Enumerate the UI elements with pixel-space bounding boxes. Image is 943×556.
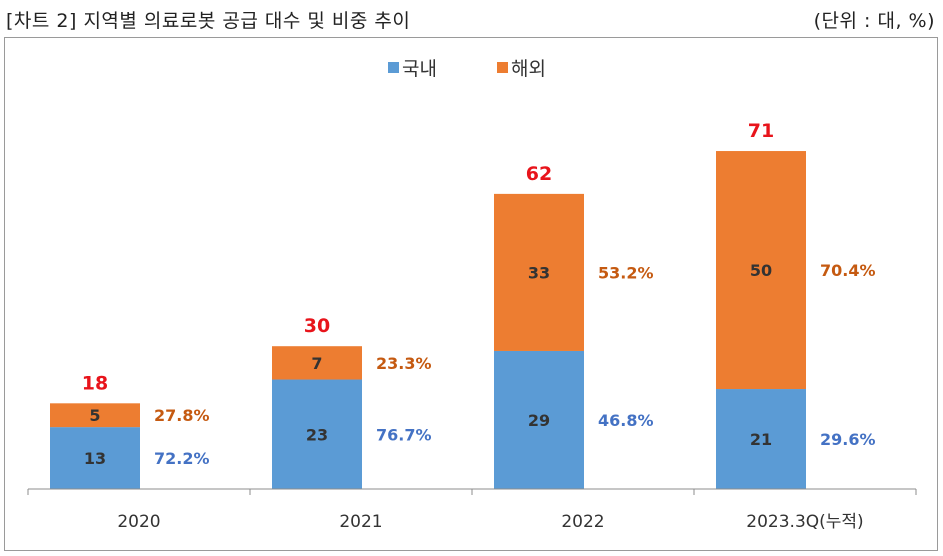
bar-overseas-2021	[272, 346, 362, 380]
legend-label-domestic: 국내	[402, 58, 437, 80]
value-label-domestic: 29	[528, 411, 550, 430]
legend-label-overseas: 해외	[511, 58, 546, 80]
share-label-overseas: 70.4%	[820, 261, 876, 280]
total-label: 30	[304, 315, 330, 337]
value-label-overseas: 33	[528, 263, 550, 282]
bar-overseas-2020	[50, 403, 140, 428]
total-label: 71	[748, 120, 774, 142]
chart-frame	[4, 37, 938, 551]
bar-domestic-2021	[272, 379, 362, 489]
bars-layer: 13 72.2% 5 27.8% 18 23 76.7% 7 23.3% 30 29 46.8% 33 5…	[50, 120, 876, 489]
legend-swatch-overseas	[497, 62, 508, 73]
share-label-domestic: 72.2%	[154, 449, 210, 468]
x-tick-label: 2020	[117, 512, 160, 532]
value-label-overseas: 7	[311, 354, 322, 373]
bar-overseas-2022	[494, 193, 584, 351]
legend: 국내 해외	[388, 58, 546, 80]
value-label-domestic: 23	[306, 425, 328, 444]
bar-overseas-2023.3Q(누적)	[716, 151, 806, 390]
value-label-overseas: 5	[89, 406, 100, 425]
x-tick-label: 2021	[339, 512, 382, 532]
share-label-overseas: 53.2%	[598, 263, 654, 282]
x-tick-label: 2022	[561, 512, 604, 532]
unit-label: (단위 : 대, %)	[813, 10, 935, 32]
bar-domestic-2020	[50, 427, 140, 489]
chart-title: [차트 2] 지역별 의료로봇 공급 대수 및 비중 추이	[6, 10, 411, 32]
total-label: 18	[82, 372, 108, 394]
total-label: 62	[526, 163, 552, 185]
value-label-overseas: 50	[750, 261, 772, 280]
x-axis: 2020 2021 2022 2023.3Q(누적)	[27, 488, 917, 532]
bar-domestic-2022	[494, 350, 584, 489]
x-tick-label: 2023.3Q(누적)	[746, 512, 863, 532]
share-label-domestic: 46.8%	[598, 411, 654, 430]
share-label-overseas: 27.8%	[154, 406, 210, 425]
share-label-domestic: 29.6%	[820, 430, 876, 449]
share-label-overseas: 23.3%	[376, 354, 432, 373]
legend-swatch-domestic	[388, 62, 399, 73]
bar-domestic-2023.3Q(누적)	[716, 389, 806, 489]
share-label-domestic: 76.7%	[376, 425, 432, 444]
value-label-domestic: 13	[84, 449, 106, 468]
value-label-domestic: 21	[750, 430, 772, 449]
